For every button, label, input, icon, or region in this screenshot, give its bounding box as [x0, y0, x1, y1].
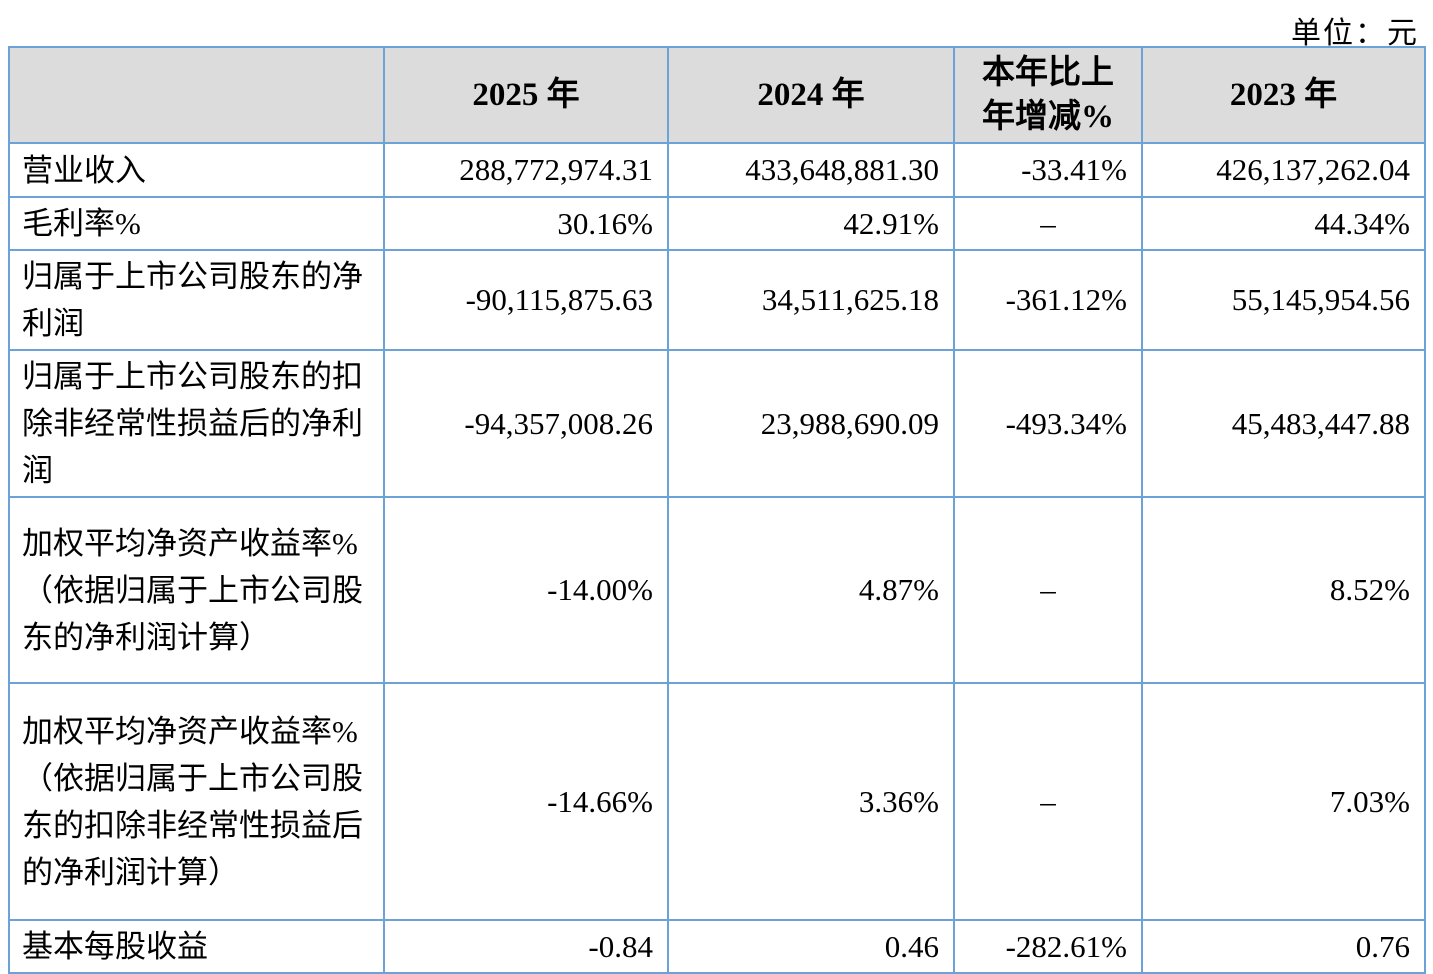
value-2023: 55,145,954.56 — [1141, 249, 1426, 351]
value-yoy-change: – — [953, 496, 1143, 684]
value-2024: 0.46 — [667, 919, 955, 974]
column-header-2023: 2023 年 — [1141, 46, 1426, 144]
table-row-weighted-avg-roe-excl-nonrecurring: 加权平均净资产收益率%（依据归属于上市公司股东的扣除非经常性损益后的净利润计算）… — [8, 682, 1426, 921]
value-2024: 42.91% — [667, 196, 955, 251]
row-label: 归属于上市公司股东的扣除非经常性损益后的净利润 — [8, 349, 385, 498]
table-row-gross-margin: 毛利率% 30.16% 42.91% – 44.34% — [8, 196, 1426, 251]
column-header-2024: 2024 年 — [667, 46, 955, 144]
value-yoy-change: -282.61% — [953, 919, 1143, 974]
value-yoy-change: -493.34% — [953, 349, 1143, 498]
row-label: 加权平均净资产收益率%（依据归属于上市公司股东的净利润计算） — [8, 496, 385, 684]
value-yoy-change: -361.12% — [953, 249, 1143, 351]
row-label: 基本每股收益 — [8, 919, 385, 974]
column-header-2025: 2025 年 — [383, 46, 669, 144]
value-2025: 30.16% — [383, 196, 669, 251]
value-yoy-change: – — [953, 682, 1143, 921]
table-row-operating-revenue: 营业收入 288,772,974.31 433,648,881.30 -33.4… — [8, 142, 1426, 198]
value-2025: -90,115,875.63 — [383, 249, 669, 351]
value-2025: -14.66% — [383, 682, 669, 921]
value-2025: -0.84 — [383, 919, 669, 974]
value-2023: 0.76 — [1141, 919, 1426, 974]
table-row-net-profit-excl-nonrecurring: 归属于上市公司股东的扣除非经常性损益后的净利润 -94,357,008.26 2… — [8, 349, 1426, 498]
row-label: 加权平均净资产收益率%（依据归属于上市公司股东的扣除非经常性损益后的净利润计算） — [8, 682, 385, 921]
table-row-net-profit-attributable: 归属于上市公司股东的净利润 -90,115,875.63 34,511,625.… — [8, 249, 1426, 351]
value-2025: 288,772,974.31 — [383, 142, 669, 198]
value-2024: 34,511,625.18 — [667, 249, 955, 351]
value-2023: 8.52% — [1141, 496, 1426, 684]
value-2023: 44.34% — [1141, 196, 1426, 251]
value-2025: -14.00% — [383, 496, 669, 684]
value-2025: -94,357,008.26 — [383, 349, 669, 498]
financial-summary-table: 2025 年 2024 年 本年比上年增减% 2023 年 营业收入 288,7… — [8, 46, 1426, 974]
row-label: 毛利率% — [8, 196, 385, 251]
column-header-yoy-change: 本年比上年增减% — [953, 46, 1143, 144]
column-header-metric — [8, 46, 385, 144]
value-2023: 426,137,262.04 — [1141, 142, 1426, 198]
table-row-weighted-avg-roe: 加权平均净资产收益率%（依据归属于上市公司股东的净利润计算） -14.00% 4… — [8, 496, 1426, 684]
value-2024: 3.36% — [667, 682, 955, 921]
value-yoy-change: -33.41% — [953, 142, 1143, 198]
row-label: 归属于上市公司股东的净利润 — [8, 249, 385, 351]
table-row-basic-eps: 基本每股收益 -0.84 0.46 -282.61% 0.76 — [8, 919, 1426, 974]
value-yoy-change: – — [953, 196, 1143, 251]
header-row: 2025 年 2024 年 本年比上年增减% 2023 年 — [8, 46, 1426, 144]
value-2023: 45,483,447.88 — [1141, 349, 1426, 498]
row-label: 营业收入 — [8, 142, 385, 198]
value-2024: 433,648,881.30 — [667, 142, 955, 198]
value-2024: 23,988,690.09 — [667, 349, 955, 498]
value-2023: 7.03% — [1141, 682, 1426, 921]
value-2024: 4.87% — [667, 496, 955, 684]
unit-label: 单位：元 — [1291, 17, 1419, 50]
